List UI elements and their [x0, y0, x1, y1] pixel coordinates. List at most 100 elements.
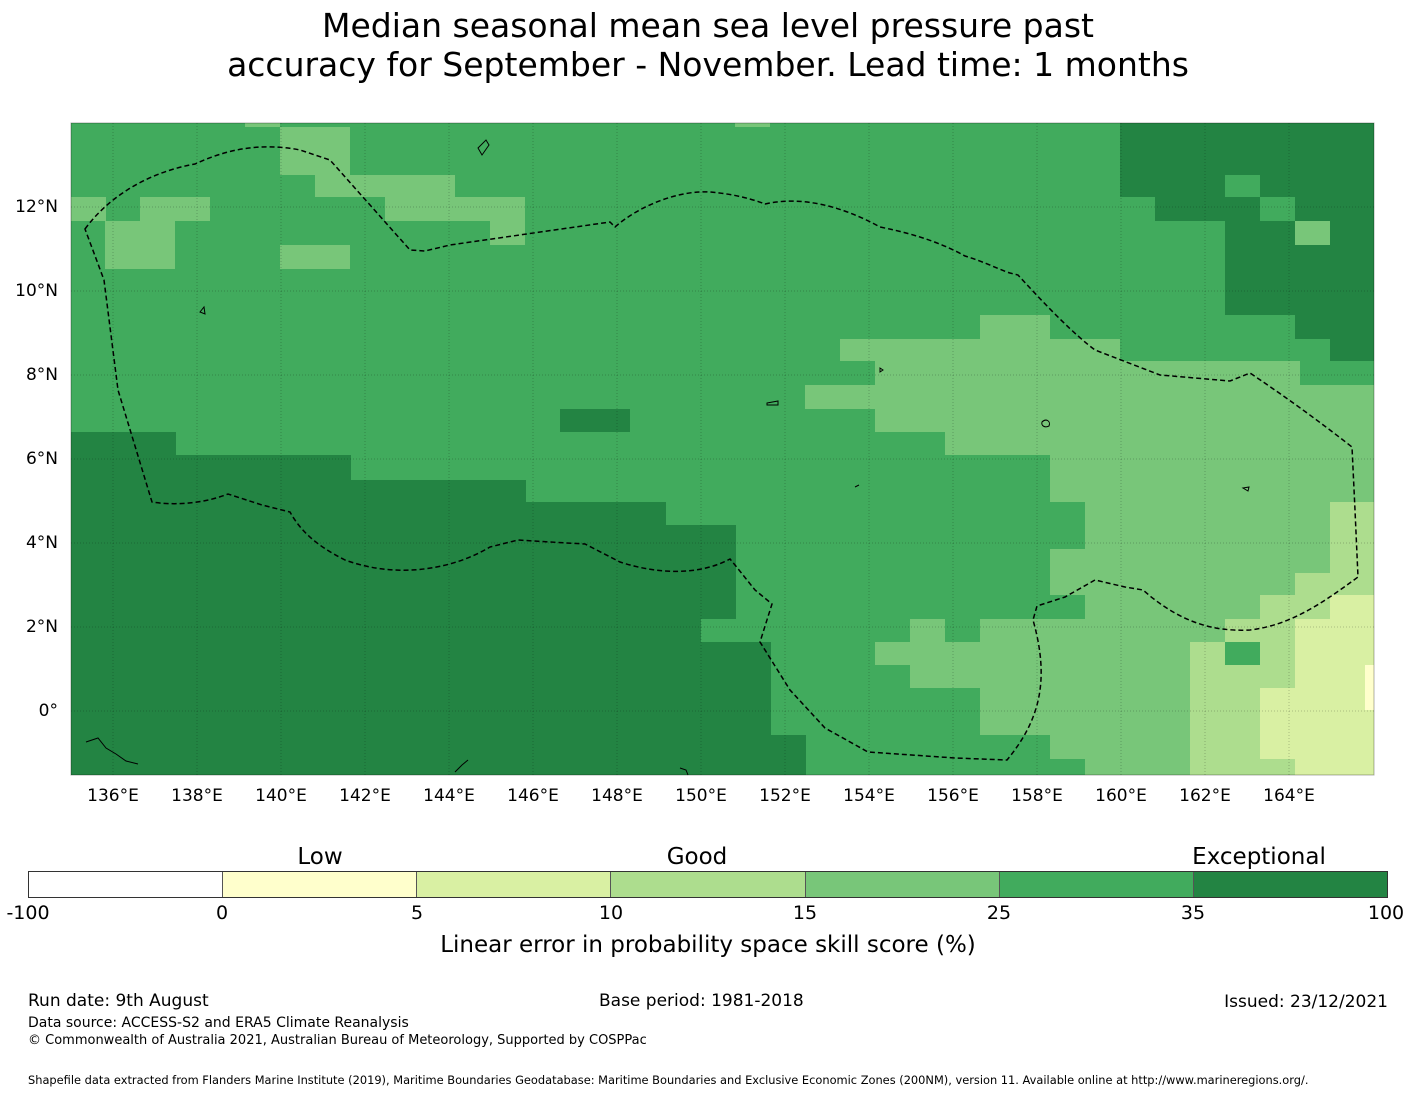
region: [1050, 549, 1330, 573]
title-line-1: Median seasonal mean sea level pressure …: [322, 6, 1094, 45]
region: [1330, 221, 1374, 245]
lon-tick: 146°E: [507, 786, 559, 806]
region: [1295, 221, 1330, 245]
region: [1225, 245, 1374, 315]
colorbar-segment: [999, 872, 1194, 897]
lon-tick: 136°E: [87, 786, 139, 806]
region: [1225, 642, 1260, 665]
region: [1295, 573, 1374, 595]
region: [980, 619, 1225, 642]
lon-tick: 138°E: [171, 786, 223, 806]
region: [560, 409, 630, 432]
region: [1050, 573, 1295, 595]
colorbar-tick: -100: [6, 902, 50, 924]
region: [805, 385, 1374, 409]
region: [1225, 175, 1260, 197]
region: [71, 502, 666, 525]
lon-tick: 164°E: [1263, 786, 1315, 806]
region: [105, 221, 175, 269]
colorbar-segment: [611, 872, 806, 897]
region: [875, 642, 1190, 665]
skill-score-map: [70, 122, 1375, 776]
region: [490, 221, 525, 245]
colorbar-segment: [805, 872, 1000, 897]
colorbar-segment: [223, 872, 418, 897]
lon-tick: 144°E: [423, 786, 475, 806]
colorbar-tick: 35: [1180, 902, 1206, 924]
lat-tick: 10°N: [15, 281, 58, 301]
colorbar-tick: 15: [792, 902, 818, 924]
lat-tick: 8°N: [25, 365, 58, 385]
island: [85, 737, 139, 765]
region: [71, 642, 771, 735]
shapefile-credit: Shapefile data extracted from Flanders M…: [28, 1073, 1309, 1087]
region: [1155, 197, 1260, 221]
region: [945, 432, 1374, 455]
lon-tick: 152°E: [759, 786, 811, 806]
region: [1260, 688, 1374, 759]
copyright: © Commonwealth of Australia 2021, Austra…: [28, 1033, 647, 1048]
region: [1330, 502, 1374, 549]
region: [71, 197, 106, 221]
region: [875, 361, 1300, 385]
colorbar-segment: [417, 872, 612, 897]
colorbar-tick: 5: [410, 902, 424, 924]
lat-tick: 12°N: [15, 197, 58, 217]
region: [1295, 315, 1374, 339]
region: [1295, 759, 1374, 775]
region: [1190, 642, 1225, 665]
good-high-patches: [1015, 595, 1260, 665]
region: [1085, 502, 1330, 549]
island: [766, 400, 779, 406]
island: [679, 767, 689, 776]
category-exceptional: Exceptional: [1192, 844, 1326, 870]
colorbar-label: Linear error in probability space skill …: [440, 932, 976, 958]
islands: [85, 139, 1250, 776]
colorbar-tick: 0: [215, 902, 229, 924]
region: [71, 455, 351, 480]
island: [199, 305, 206, 315]
region: [1295, 339, 1330, 361]
region: [1015, 595, 1085, 619]
lat-tick: 2°N: [25, 617, 58, 637]
region: [980, 315, 1050, 339]
colorbar-segment: [29, 872, 224, 897]
map-title: Median seasonal mean sea level pressure …: [0, 6, 1416, 84]
region: [1295, 197, 1374, 221]
issued-date: Issued: 23/12/2021: [1224, 992, 1388, 1012]
data-source: Data source: ACCESS-S2 and ERA5 Climate …: [28, 1015, 409, 1031]
region: [1295, 619, 1374, 688]
low-high-regions: [1260, 595, 1374, 775]
map-frame: [70, 122, 1375, 776]
colorbar-tick: 100: [1367, 902, 1405, 924]
region: [140, 197, 210, 221]
island: [879, 367, 884, 373]
region: [910, 665, 1190, 688]
lon-tick: 154°E: [843, 786, 895, 806]
region: [980, 688, 1190, 735]
good-high-overlays: [1225, 175, 1330, 361]
region: [735, 123, 770, 127]
lon-tick: 158°E: [1011, 786, 1063, 806]
run-date: Run date: 9th August: [28, 991, 209, 1011]
category-low: Low: [297, 844, 343, 870]
region: [71, 525, 736, 619]
region: [1085, 759, 1190, 775]
region: [1260, 197, 1295, 221]
region: [280, 245, 350, 269]
base-period: Base period: 1981-2018: [599, 991, 804, 1011]
region: [875, 409, 1374, 432]
colorbar: [28, 871, 1388, 898]
good-mid-regions: [71, 123, 1374, 775]
region: [71, 480, 526, 502]
exceptional-regions: [71, 123, 1374, 775]
island: [854, 484, 860, 488]
lon-tick: 150°E: [675, 786, 727, 806]
region: [1050, 735, 1190, 759]
island: [1241, 486, 1250, 492]
region: [1120, 123, 1374, 127]
lat-tick: 6°N: [25, 449, 58, 469]
region: [1330, 339, 1374, 361]
lat-tick: 0°: [38, 701, 58, 721]
region: [1085, 595, 1260, 619]
